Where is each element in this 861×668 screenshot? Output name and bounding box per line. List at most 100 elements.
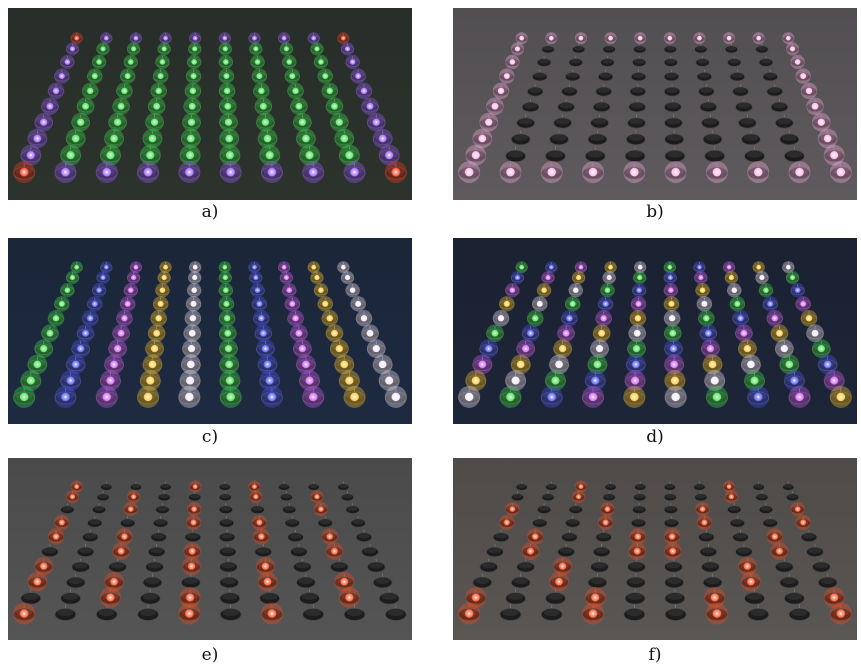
robot xyxy=(250,55,264,69)
robot xyxy=(318,296,333,311)
robot xyxy=(48,310,65,327)
robot xyxy=(700,324,718,342)
robot xyxy=(790,502,804,516)
robot xyxy=(723,32,735,44)
robot xyxy=(605,32,617,44)
robot xyxy=(664,32,676,44)
robot xyxy=(541,386,563,408)
panel-a-photo xyxy=(8,8,412,200)
robot xyxy=(789,161,811,183)
robot xyxy=(112,324,130,342)
robot xyxy=(100,587,121,608)
robot xyxy=(727,283,741,297)
robot xyxy=(290,97,308,115)
robot xyxy=(632,283,646,297)
robot xyxy=(293,113,312,132)
robot xyxy=(771,542,789,560)
robot xyxy=(287,310,304,327)
robot xyxy=(261,386,283,408)
robot xyxy=(741,572,761,592)
robot xyxy=(789,386,811,408)
robot xyxy=(735,324,753,342)
robot xyxy=(693,32,705,44)
robot xyxy=(186,515,201,530)
robot xyxy=(603,271,616,284)
robot xyxy=(493,310,510,327)
robot xyxy=(116,310,133,327)
robot xyxy=(13,603,35,625)
robot xyxy=(92,283,106,297)
robot xyxy=(706,161,728,183)
robot xyxy=(158,271,171,284)
robot xyxy=(569,283,583,297)
robot xyxy=(282,283,296,297)
robot xyxy=(249,490,262,503)
robot xyxy=(54,161,76,183)
panel-f-scene xyxy=(453,458,857,640)
robot xyxy=(112,97,130,115)
robot xyxy=(664,271,677,284)
panel-f-photo xyxy=(453,458,857,640)
robot xyxy=(255,324,273,342)
panel-b-photo xyxy=(453,8,857,200)
robot xyxy=(249,271,262,284)
robot xyxy=(261,161,283,183)
robot xyxy=(527,310,544,327)
robot xyxy=(795,68,810,83)
panel-b-scene xyxy=(453,8,857,200)
caption-c: c) xyxy=(180,427,240,447)
robot xyxy=(582,386,604,408)
caption-a: a) xyxy=(180,202,240,222)
robot xyxy=(287,83,304,100)
robot xyxy=(830,161,852,183)
robot xyxy=(219,68,234,83)
robot xyxy=(48,528,65,545)
robot xyxy=(108,113,127,132)
robot xyxy=(186,296,201,311)
robot xyxy=(706,386,728,408)
robot xyxy=(339,587,360,608)
robot xyxy=(318,68,333,83)
robot xyxy=(187,502,201,516)
robot xyxy=(150,310,167,327)
robot xyxy=(92,55,106,69)
robot xyxy=(767,528,784,545)
robot xyxy=(182,557,201,576)
robot xyxy=(664,542,682,560)
robot xyxy=(314,55,328,69)
robot xyxy=(830,603,852,625)
robot xyxy=(801,83,818,100)
robot xyxy=(725,490,738,503)
robot xyxy=(582,161,604,183)
robot xyxy=(178,603,200,625)
robot xyxy=(185,83,202,100)
caption-b: b) xyxy=(625,202,685,222)
robot xyxy=(54,515,69,530)
robot xyxy=(158,42,171,55)
robot xyxy=(220,386,242,408)
robot xyxy=(623,386,645,408)
robot xyxy=(350,68,365,83)
robot xyxy=(706,603,728,625)
robot xyxy=(572,490,585,503)
robot xyxy=(695,283,709,297)
robot xyxy=(598,515,613,530)
robot xyxy=(82,310,99,327)
panel-d-scene xyxy=(453,238,857,424)
robot xyxy=(665,386,687,408)
robot xyxy=(561,310,578,327)
robot xyxy=(341,42,354,55)
robot xyxy=(493,83,510,100)
robot xyxy=(600,283,614,297)
robot xyxy=(130,32,142,44)
robot xyxy=(87,68,102,83)
robot xyxy=(282,55,296,69)
robot xyxy=(248,32,260,44)
robot xyxy=(350,296,365,311)
robot xyxy=(87,296,102,311)
robot xyxy=(124,55,138,69)
robot xyxy=(385,386,407,408)
robot xyxy=(220,161,242,183)
robot xyxy=(120,68,135,83)
robot xyxy=(767,310,784,327)
